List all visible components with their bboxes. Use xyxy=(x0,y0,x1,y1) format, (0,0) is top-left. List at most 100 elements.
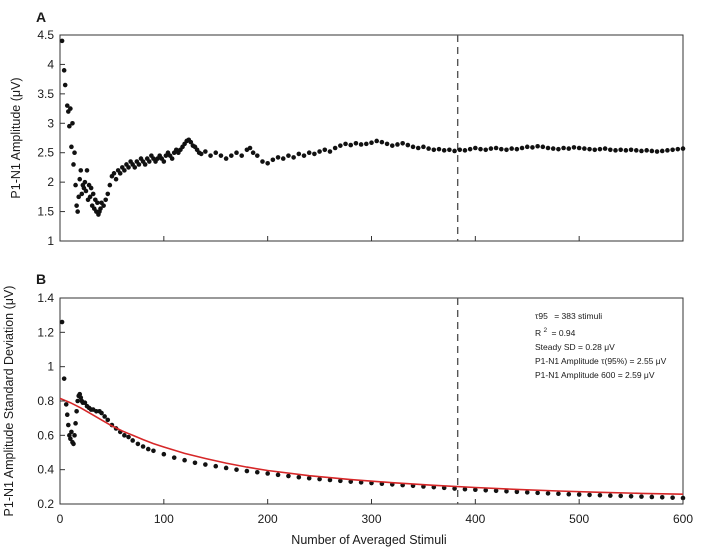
data-point xyxy=(462,486,468,492)
data-point xyxy=(317,149,322,154)
y-tick-label: 3 xyxy=(47,116,54,130)
data-point xyxy=(291,155,296,160)
data-point xyxy=(275,155,281,160)
data-point xyxy=(203,462,208,467)
data-point xyxy=(514,146,520,152)
data-point xyxy=(306,150,312,156)
data-point xyxy=(107,182,113,188)
data-point xyxy=(122,433,127,438)
data-point xyxy=(70,120,75,126)
y-tick-label: 2.5 xyxy=(37,146,54,160)
tau95-annotation: τ95 = 383 stimuli xyxy=(535,311,602,321)
data-point xyxy=(61,68,67,73)
data-point xyxy=(545,145,551,151)
data-point xyxy=(87,194,93,200)
y-tick-label: 1 xyxy=(47,234,54,248)
data-point xyxy=(576,492,582,497)
y-tick-label: 2 xyxy=(47,175,54,189)
data-point xyxy=(348,479,354,484)
data-point xyxy=(265,471,270,476)
y-tick-label: 1.4 xyxy=(37,291,54,305)
data-point xyxy=(234,150,239,156)
data-point xyxy=(260,159,265,164)
panel-b-x-axis-label: Number of Averaged Stimuli xyxy=(291,533,446,547)
y-tick-label: 4.5 xyxy=(37,28,54,42)
data-point xyxy=(161,451,167,457)
data-point xyxy=(208,153,213,158)
data-point xyxy=(384,141,390,147)
r2-superscript: 2 xyxy=(544,327,548,334)
data-point xyxy=(130,438,135,443)
x-tick-label: 600 xyxy=(673,512,693,526)
data-point xyxy=(364,141,369,147)
data-point xyxy=(322,147,328,153)
data-point xyxy=(649,494,655,500)
panel-a-frame xyxy=(59,34,684,242)
data-point xyxy=(447,147,452,153)
data-point xyxy=(597,492,603,498)
data-point xyxy=(223,156,229,161)
data-point xyxy=(182,457,187,463)
panel-b-letter: B xyxy=(36,271,46,287)
data-point xyxy=(71,162,76,167)
data-point xyxy=(504,488,509,494)
data-point xyxy=(78,168,84,173)
data-point xyxy=(286,153,291,158)
data-point xyxy=(218,153,224,158)
data-point xyxy=(343,141,348,147)
data-point xyxy=(410,144,416,150)
data-point xyxy=(83,188,89,194)
amplitude-600-annotation: P1-N1 Amplitude 600 = 2.59 μV xyxy=(535,370,655,380)
data-point xyxy=(101,203,106,208)
data-point xyxy=(379,139,385,145)
data-point xyxy=(103,197,108,203)
data-point xyxy=(389,143,395,148)
data-point xyxy=(493,488,499,494)
data-point xyxy=(229,153,234,158)
data-point xyxy=(524,144,530,150)
data-point xyxy=(69,429,74,435)
data-point xyxy=(90,191,96,197)
fit-annotations: τ95 = 383 stimuli R 2 = 0.94 Steady SD =… xyxy=(535,311,667,380)
data-point xyxy=(98,206,103,211)
data-point xyxy=(405,142,411,148)
panel-b-y-axis-label-line1: P1-N1 Amplitude Standard Deviation (μV) xyxy=(2,286,16,517)
y-tick-label: 1.5 xyxy=(37,205,54,219)
data-point xyxy=(254,153,260,158)
data-point xyxy=(597,146,603,152)
data-point xyxy=(146,159,152,164)
fit-curve xyxy=(59,397,684,495)
y-tick-label: 0.6 xyxy=(37,428,54,442)
data-point xyxy=(628,493,634,499)
data-point xyxy=(68,106,73,111)
data-point xyxy=(566,146,572,151)
data-point xyxy=(71,441,76,447)
data-point xyxy=(545,491,551,496)
data-point xyxy=(113,176,119,182)
data-point xyxy=(327,477,333,483)
data-point xyxy=(72,150,77,156)
y-tick-label: 0.8 xyxy=(37,394,54,408)
data-point xyxy=(436,146,442,152)
data-point xyxy=(66,422,71,428)
data-point xyxy=(644,148,649,153)
panel-a-y-axis-label: P1-N1 Amplitude (μV) xyxy=(9,77,23,198)
data-point xyxy=(136,162,142,167)
data-point xyxy=(348,142,354,148)
data-point xyxy=(247,145,253,151)
data-point xyxy=(452,486,457,491)
data-point xyxy=(441,485,447,491)
panel-b: B 0.2 0.4 0.6 0.8 1 1.2 1.4 0 100 200 300 400 500 60… xyxy=(2,271,693,547)
data-point xyxy=(88,185,94,191)
data-point xyxy=(102,414,107,419)
data-point xyxy=(203,149,208,154)
data-point xyxy=(82,400,88,406)
data-point xyxy=(613,148,618,153)
data-point xyxy=(105,417,111,423)
data-point xyxy=(618,493,623,499)
data-point xyxy=(488,146,494,151)
data-point xyxy=(161,159,167,164)
data-point xyxy=(467,146,473,152)
data-point xyxy=(608,147,613,153)
